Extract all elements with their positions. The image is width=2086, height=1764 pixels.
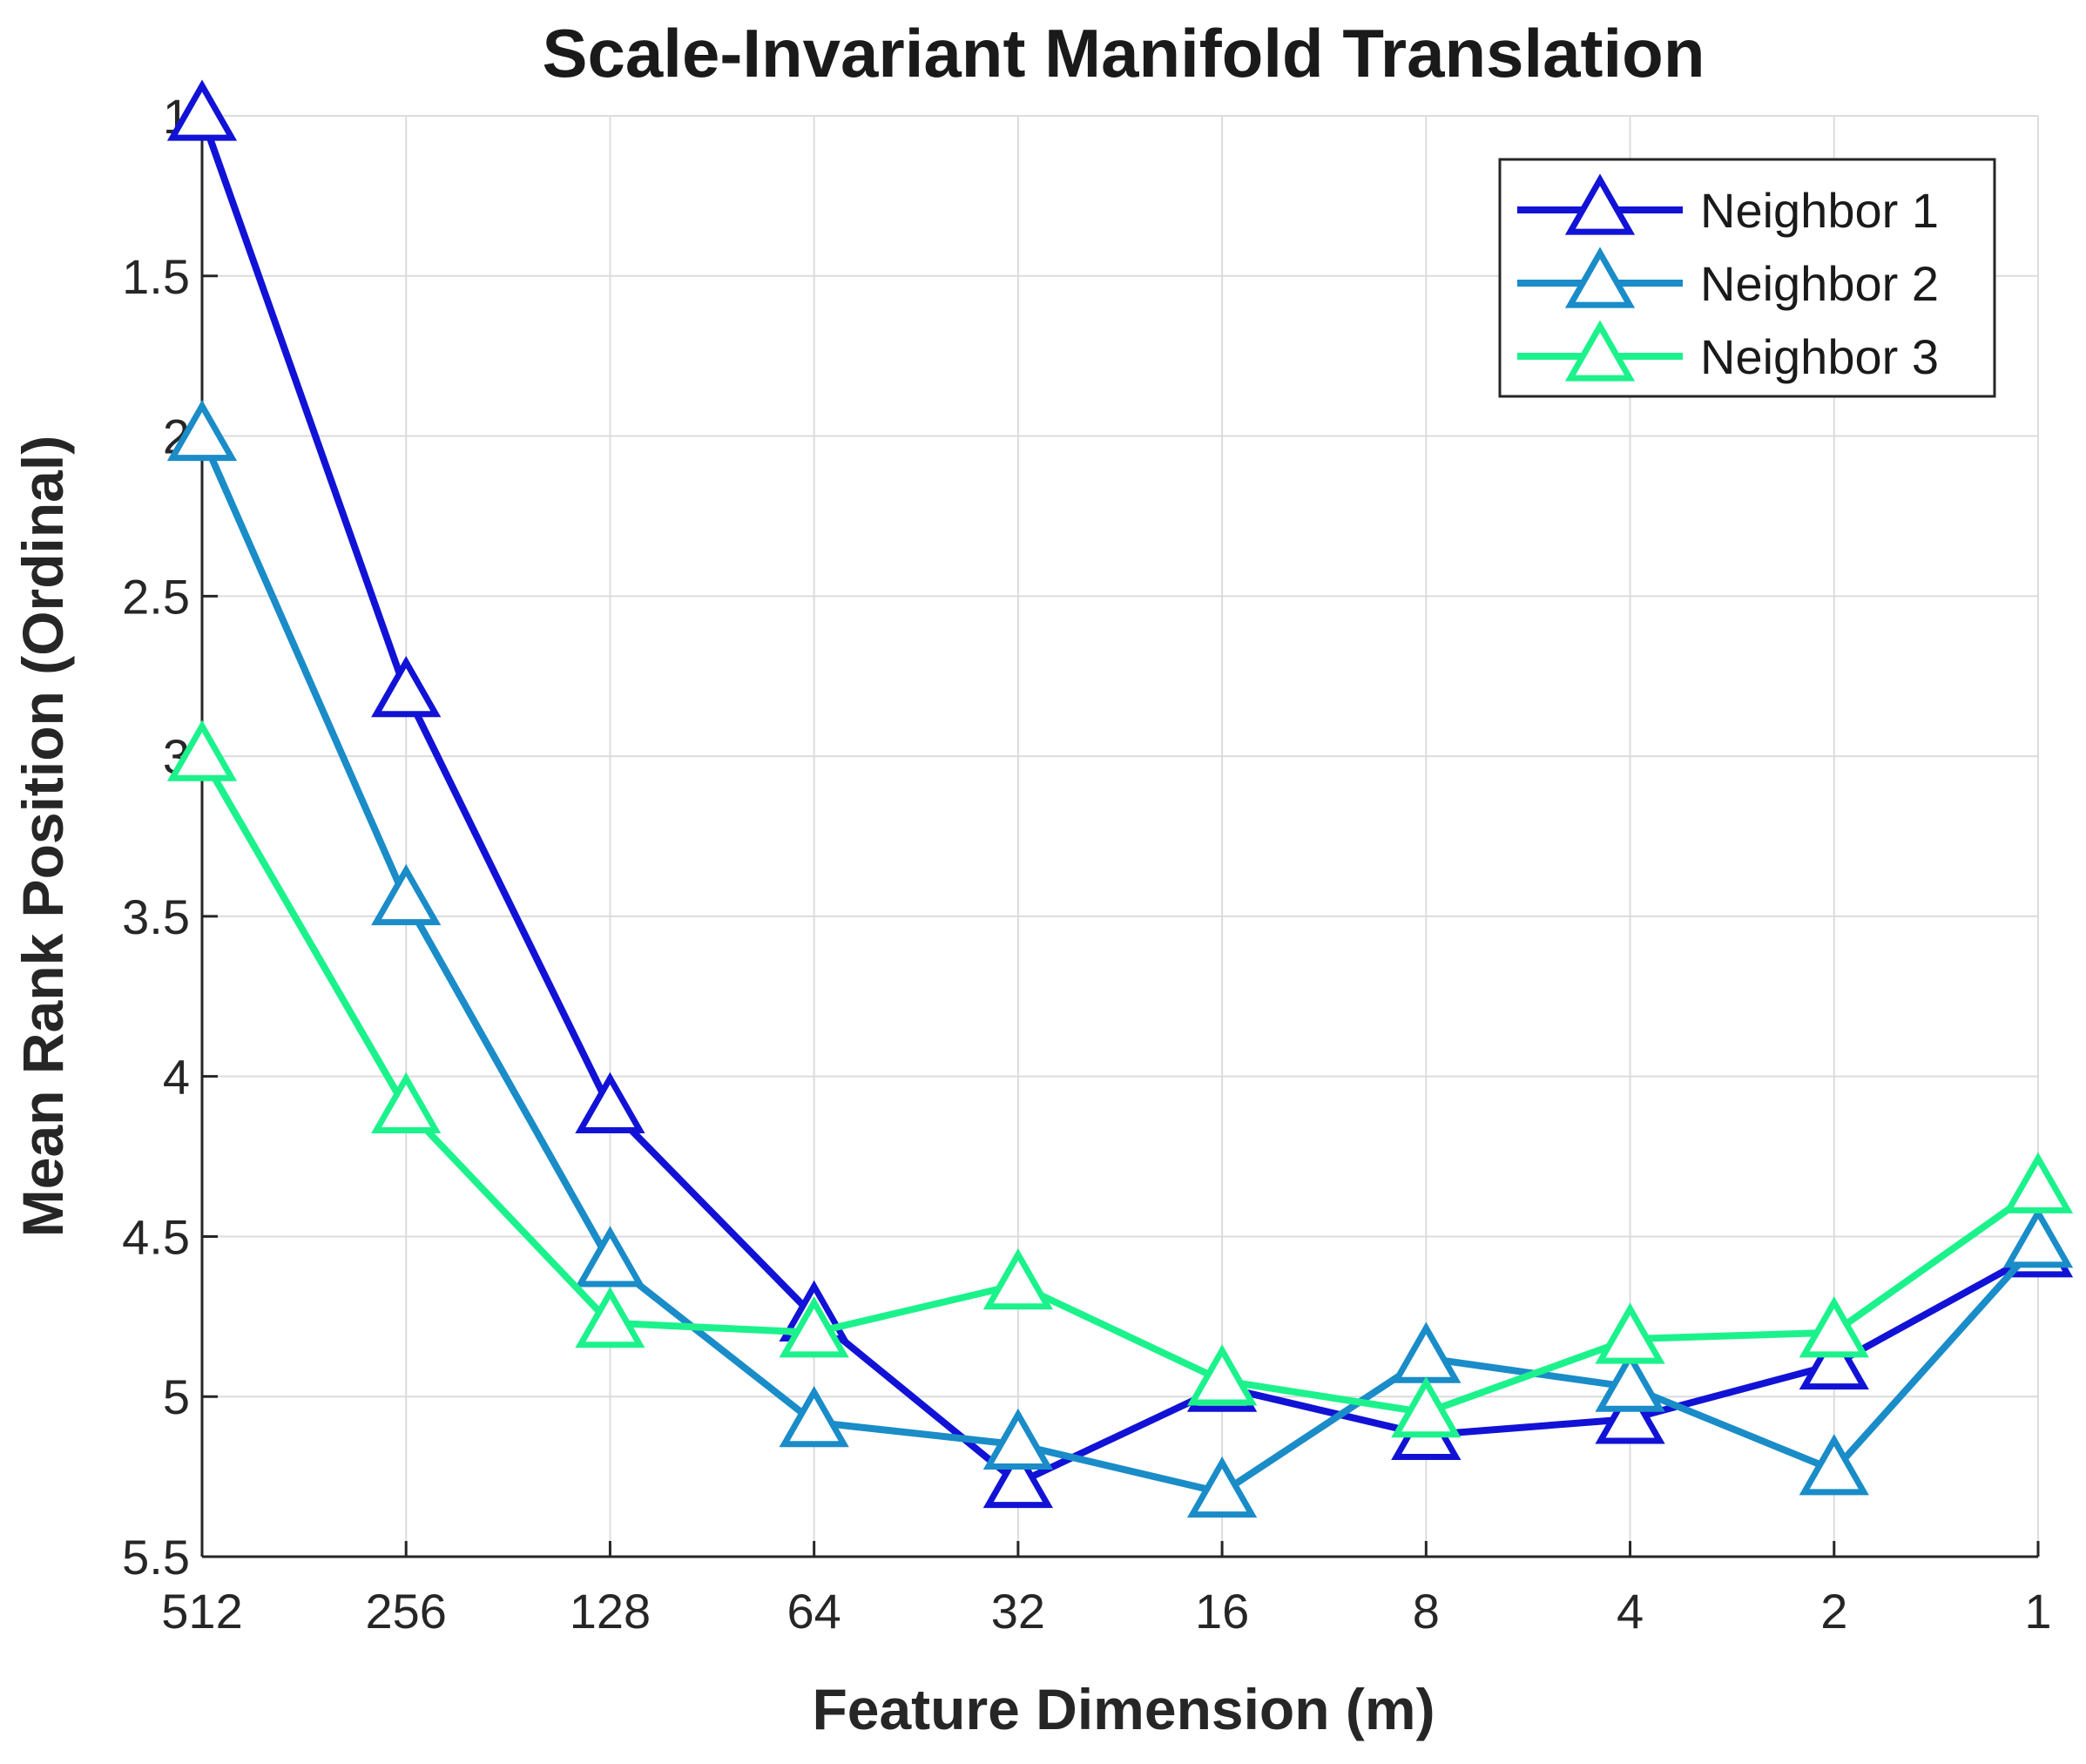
data-point	[166, 720, 238, 781]
x-tick-label: 16	[1195, 1584, 1249, 1639]
legend-item[interactable]: Neighbor 1	[1517, 173, 1939, 238]
data-point	[371, 863, 442, 926]
data-point	[1391, 1375, 1462, 1438]
data-point	[166, 79, 238, 141]
series-line	[199, 754, 2041, 1416]
x-axis-label: Feature Dimension (m)	[812, 1677, 1435, 1741]
data-point	[1186, 1456, 1258, 1518]
data-point	[982, 1247, 1054, 1310]
y-tick-label: 3.5	[122, 889, 190, 944]
series-line	[199, 434, 2041, 1497]
data-point	[779, 1296, 849, 1358]
data-point	[575, 1071, 645, 1134]
series-3	[166, 720, 2074, 1438]
x-tick-label: 4	[1617, 1584, 1644, 1639]
legend-item[interactable]: Neighbor 2	[1517, 247, 1939, 311]
data-point	[575, 1287, 645, 1348]
legend-item[interactable]: Neighbor 3	[1517, 320, 1939, 384]
data-point	[982, 1408, 1054, 1470]
x-tick-label: 64	[787, 1584, 841, 1639]
axes	[200, 114, 2040, 1558]
legend[interactable]: Neighbor 1 Neighbor 2 Neighbor 3	[1498, 158, 1996, 398]
legend-label: Neighbor 3	[1700, 329, 1939, 384]
y-tick-label: 4.5	[122, 1209, 190, 1264]
legend-label: Neighbor 2	[1700, 256, 1939, 311]
chart-title: Scale-Invariant Manifold Translation	[543, 15, 1705, 91]
y-axis-label: Mean Rank Position (Ordinal)	[10, 436, 75, 1237]
x-tick-label: 1	[2024, 1584, 2051, 1639]
x-tick-label: 2	[1820, 1584, 1847, 1639]
data-point	[2002, 1206, 2074, 1268]
x-tick-label: 32	[991, 1584, 1045, 1639]
legend-marker	[1564, 320, 1636, 382]
data-point	[1799, 1296, 1869, 1358]
x-tick-label: 8	[1413, 1584, 1440, 1639]
legend-marker	[1564, 173, 1636, 235]
y-tick-label: 1.5	[122, 249, 190, 304]
data-point	[575, 1226, 645, 1288]
series-group	[166, 79, 2074, 1518]
data-point	[779, 1385, 849, 1448]
data-point	[166, 399, 238, 462]
data-point	[982, 1446, 1054, 1509]
data-point	[1186, 1344, 1258, 1406]
y-tick-label: 5	[163, 1369, 190, 1424]
legend-label: Neighbor 1	[1700, 183, 1939, 238]
x-tick-label: 256	[366, 1584, 447, 1639]
data-point	[371, 1071, 442, 1134]
x-ticks: 512 256 128 64 32 16 8 4 2 1	[161, 1584, 2051, 1639]
series-line	[199, 114, 2040, 1487]
y-tick-label: 4	[163, 1050, 190, 1105]
y-tick-label: 2.5	[122, 569, 190, 624]
legend-marker	[1564, 247, 1636, 308]
x-tick-label: 512	[161, 1584, 242, 1639]
data-point	[1595, 1350, 1665, 1412]
data-point	[1595, 1382, 1665, 1444]
data-point	[1799, 1434, 1869, 1496]
y-tick-label: 5.5	[122, 1530, 190, 1585]
data-point	[371, 655, 442, 718]
x-tick-label: 128	[570, 1584, 651, 1639]
data-point	[1595, 1302, 1665, 1364]
data-point	[1799, 1328, 1869, 1390]
data-point	[2002, 1152, 2074, 1213]
